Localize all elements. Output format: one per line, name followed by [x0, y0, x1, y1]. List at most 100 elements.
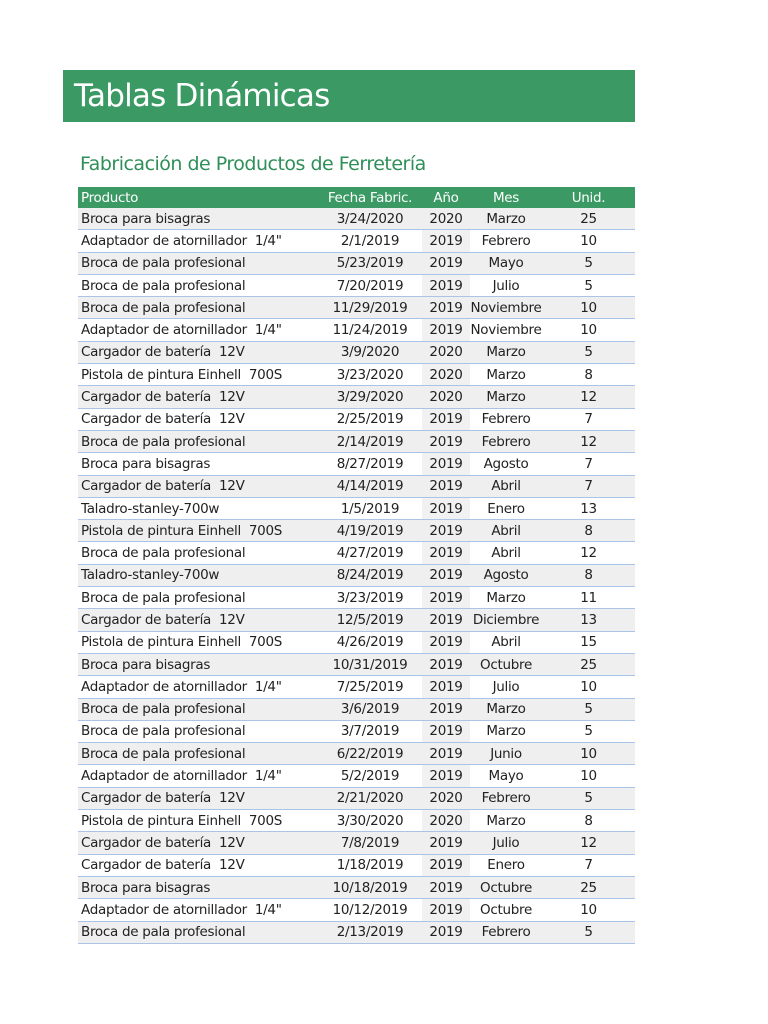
- cell-producto[interactable]: Broca de pala profesional: [78, 252, 318, 275]
- cell-producto[interactable]: Adaptador de atornillador 1/4": [78, 764, 318, 788]
- cell-producto[interactable]: Broca de pala profesional: [78, 720, 318, 744]
- cell-unid[interactable]: 10: [542, 229, 635, 253]
- cell-fecha[interactable]: 12/5/2019: [318, 608, 422, 632]
- cell-unid[interactable]: 5: [542, 274, 635, 298]
- cell-mes[interactable]: Mayo: [470, 252, 542, 275]
- cell-fecha[interactable]: 2/14/2019: [318, 430, 422, 454]
- cell-anio[interactable]: 2019: [422, 452, 470, 476]
- cell-unid[interactable]: 8: [542, 519, 635, 543]
- cell-fecha[interactable]: 7/20/2019: [318, 274, 422, 298]
- cell-producto[interactable]: Broca de pala profesional: [78, 742, 318, 766]
- cell-unid[interactable]: 12: [542, 541, 635, 565]
- cell-mes[interactable]: Octubre: [470, 876, 542, 900]
- header-mes[interactable]: Mes: [470, 187, 542, 208]
- cell-mes[interactable]: Marzo: [470, 720, 542, 744]
- cell-producto[interactable]: Broca de pala profesional: [78, 274, 318, 298]
- cell-mes[interactable]: Marzo: [470, 586, 542, 610]
- cell-mes[interactable]: Febrero: [470, 408, 542, 431]
- cell-fecha[interactable]: 1/5/2019: [318, 497, 422, 521]
- cell-fecha[interactable]: 3/29/2020: [318, 385, 422, 409]
- cell-mes[interactable]: Mayo: [470, 764, 542, 788]
- header-unid[interactable]: Unid.: [542, 187, 635, 208]
- cell-producto[interactable]: Cargador de batería 12V: [78, 854, 318, 877]
- cell-fecha[interactable]: 1/18/2019: [318, 854, 422, 877]
- cell-anio[interactable]: 2019: [422, 698, 470, 721]
- cell-mes[interactable]: Abril: [470, 631, 542, 654]
- cell-unid[interactable]: 5: [542, 787, 635, 811]
- cell-fecha[interactable]: 4/14/2019: [318, 475, 422, 498]
- cell-producto[interactable]: Cargador de batería 12V: [78, 385, 318, 409]
- cell-anio[interactable]: 2020: [422, 809, 470, 833]
- cell-mes[interactable]: Diciembre: [470, 608, 542, 632]
- cell-anio[interactable]: 2019: [422, 831, 470, 855]
- cell-fecha[interactable]: 4/19/2019: [318, 519, 422, 543]
- cell-mes[interactable]: Enero: [470, 854, 542, 877]
- cell-fecha[interactable]: 3/30/2020: [318, 809, 422, 833]
- cell-fecha[interactable]: 3/23/2020: [318, 363, 422, 387]
- cell-unid[interactable]: 10: [542, 764, 635, 788]
- cell-anio[interactable]: 2019: [422, 854, 470, 877]
- cell-producto[interactable]: Pistola de pintura Einhell 700S: [78, 631, 318, 654]
- cell-fecha[interactable]: 3/24/2020: [318, 208, 422, 231]
- cell-producto[interactable]: Pistola de pintura Einhell 700S: [78, 809, 318, 833]
- cell-unid[interactable]: 25: [542, 208, 635, 231]
- cell-anio[interactable]: 2019: [422, 318, 470, 342]
- cell-mes[interactable]: Marzo: [470, 341, 542, 365]
- cell-mes[interactable]: Marzo: [470, 809, 542, 833]
- cell-mes[interactable]: Noviembre: [470, 318, 542, 342]
- cell-producto[interactable]: Broca de pala profesional: [78, 541, 318, 565]
- cell-anio[interactable]: 2019: [422, 675, 470, 699]
- cell-unid[interactable]: 15: [542, 631, 635, 654]
- cell-producto[interactable]: Broca de pala profesional: [78, 921, 318, 944]
- cell-producto[interactable]: Cargador de batería 12V: [78, 787, 318, 811]
- cell-producto[interactable]: Adaptador de atornillador 1/4": [78, 229, 318, 253]
- cell-unid[interactable]: 11: [542, 586, 635, 610]
- cell-anio[interactable]: 2019: [422, 497, 470, 521]
- cell-mes[interactable]: Junio: [470, 742, 542, 766]
- cell-unid[interactable]: 5: [542, 921, 635, 944]
- cell-producto[interactable]: Adaptador de atornillador 1/4": [78, 318, 318, 342]
- cell-mes[interactable]: Febrero: [470, 430, 542, 454]
- cell-unid[interactable]: 7: [542, 452, 635, 476]
- cell-anio[interactable]: 2019: [422, 653, 470, 677]
- cell-unid[interactable]: 10: [542, 742, 635, 766]
- cell-unid[interactable]: 8: [542, 809, 635, 833]
- cell-anio[interactable]: 2019: [422, 541, 470, 565]
- cell-fecha[interactable]: 10/18/2019: [318, 876, 422, 900]
- cell-anio[interactable]: 2019: [422, 408, 470, 431]
- cell-fecha[interactable]: 2/13/2019: [318, 921, 422, 944]
- cell-anio[interactable]: 2020: [422, 363, 470, 387]
- cell-producto[interactable]: Broca para bisagras: [78, 876, 318, 900]
- cell-unid[interactable]: 10: [542, 898, 635, 922]
- cell-producto[interactable]: Pistola de pintura Einhell 700S: [78, 519, 318, 543]
- cell-fecha[interactable]: 11/29/2019: [318, 296, 422, 320]
- cell-producto[interactable]: Broca de pala profesional: [78, 698, 318, 721]
- cell-fecha[interactable]: 2/1/2019: [318, 229, 422, 253]
- cell-mes[interactable]: Enero: [470, 497, 542, 521]
- cell-mes[interactable]: Noviembre: [470, 296, 542, 320]
- cell-producto[interactable]: Cargador de batería 12V: [78, 831, 318, 855]
- cell-anio[interactable]: 2020: [422, 341, 470, 365]
- cell-unid[interactable]: 13: [542, 608, 635, 632]
- header-anio[interactable]: Año: [422, 187, 470, 208]
- cell-producto[interactable]: Broca de pala profesional: [78, 296, 318, 320]
- cell-anio[interactable]: 2019: [422, 274, 470, 298]
- cell-anio[interactable]: 2019: [422, 296, 470, 320]
- cell-anio[interactable]: 2019: [422, 519, 470, 543]
- cell-mes[interactable]: Abril: [470, 519, 542, 543]
- cell-anio[interactable]: 2019: [422, 252, 470, 275]
- cell-mes[interactable]: Abril: [470, 541, 542, 565]
- cell-unid[interactable]: 13: [542, 497, 635, 521]
- cell-unid[interactable]: 12: [542, 831, 635, 855]
- cell-fecha[interactable]: 10/31/2019: [318, 653, 422, 677]
- cell-mes[interactable]: Octubre: [470, 653, 542, 677]
- cell-fecha[interactable]: 11/24/2019: [318, 318, 422, 342]
- cell-producto[interactable]: Taladro-stanley-700w: [78, 564, 318, 588]
- cell-unid[interactable]: 10: [542, 296, 635, 320]
- cell-fecha[interactable]: 2/25/2019: [318, 408, 422, 431]
- cell-producto[interactable]: Broca para bisagras: [78, 208, 318, 231]
- cell-producto[interactable]: Cargador de batería 12V: [78, 408, 318, 431]
- cell-anio[interactable]: 2019: [422, 229, 470, 253]
- cell-anio[interactable]: 2019: [422, 898, 470, 922]
- cell-anio[interactable]: 2019: [422, 608, 470, 632]
